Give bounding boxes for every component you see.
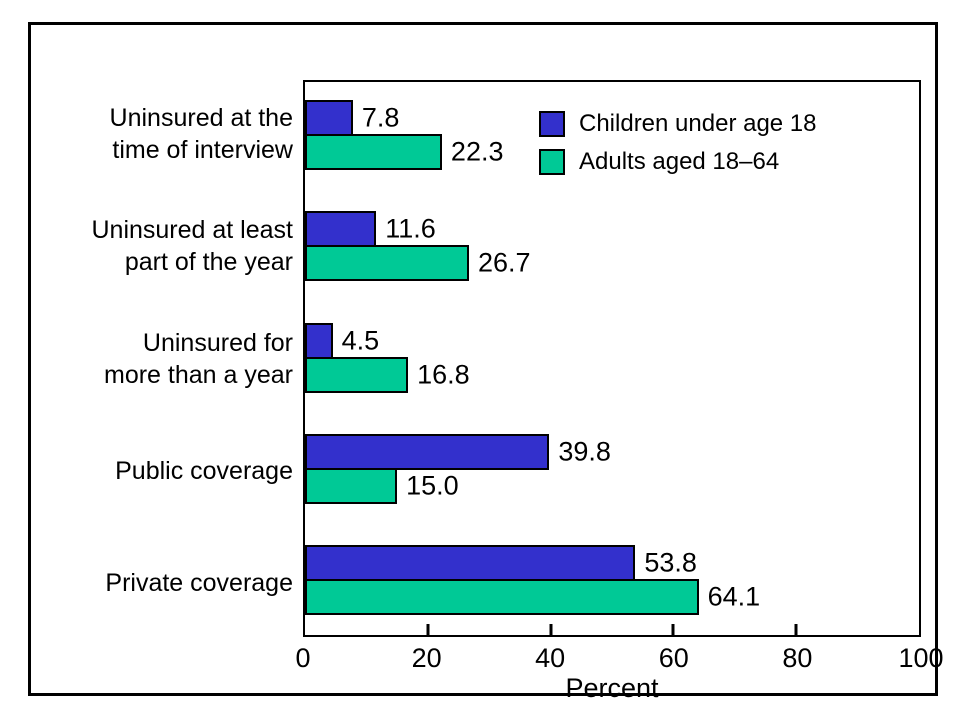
legend-item: Children under age 18 (539, 110, 817, 138)
x-axis-label: Percent (565, 673, 659, 703)
bar-group: 7.8 22.3 (305, 100, 919, 172)
bar (305, 100, 353, 136)
bar-group: 53.8 64.1 (305, 545, 919, 617)
category-label: Public coverage (115, 456, 293, 485)
bar-row: 7.8 (305, 100, 919, 136)
x-axis-tick-label: 0 (295, 643, 311, 673)
bar-group: 11.6 26.7 (305, 211, 919, 283)
x-axis-tick-label: 40 (535, 643, 566, 673)
bar-row: 26.7 (305, 245, 919, 282)
legend-item: Adults aged 18–64 (539, 148, 817, 176)
bar-row: 11.6 (305, 211, 919, 248)
bar-row: 4.5 (305, 322, 919, 359)
bar-group: 4.5 16.8 (305, 322, 919, 395)
bar-value-label: 26.7 (477, 247, 531, 278)
x-axis-tick-labels: 0 20 40 60 80 100 (295, 643, 943, 675)
bar (305, 433, 550, 470)
bar-value-label: 16.8 (417, 359, 470, 389)
bar-row: 64.1 (305, 579, 919, 615)
plot-area: 7.8 22.3 11.6 26.7 4.5 16.8 39.8 15.0 53.8 64.1 C… (303, 80, 921, 637)
x-axis-tick-label: 20 (411, 643, 442, 673)
legend-swatch (539, 149, 565, 175)
x-axis-tick-label: 80 (782, 643, 813, 673)
bar-row: 16.8 (305, 356, 919, 393)
bar-group: 39.8 15.0 (305, 433, 919, 506)
bar (305, 245, 469, 282)
x-axis-tick (549, 624, 553, 635)
bar (305, 322, 333, 359)
bar-value-label: 39.8 (558, 436, 611, 467)
bar-value-label: 7.8 (361, 102, 400, 133)
x-axis-tick (426, 624, 430, 635)
x-axis-tick-label: 100 (898, 643, 944, 673)
bar (305, 134, 442, 170)
category-label: Uninsured for more than a year (104, 328, 293, 389)
bar-value-label: 11.6 (385, 213, 436, 244)
category-label: Private coverage (105, 569, 293, 597)
bar-value-label: 53.8 (644, 547, 697, 578)
x-axis-tick (794, 624, 798, 635)
bar-value-label: 22.3 (450, 136, 504, 167)
bar-row: 22.3 (305, 134, 919, 170)
category-label: Uninsured at least part of the year (91, 216, 293, 277)
bar (305, 545, 636, 581)
x-axis-tick (671, 624, 675, 635)
bar-value-label: 15.0 (406, 470, 459, 501)
figure-frame: Uninsured at the time of interview Uninsur… (28, 22, 944, 703)
bar-groups: 7.8 22.3 11.6 26.7 4.5 16.8 39.8 15.0 53.8 64.1 (305, 82, 919, 635)
bar (305, 579, 699, 615)
bar-row: 53.8 (305, 545, 919, 581)
category-labels: Uninsured at the time of interview Uninsur… (61, 80, 293, 637)
bar-row: 39.8 (305, 433, 919, 470)
x-axis-tick-label: 60 (658, 643, 689, 673)
bar-value-label: 4.5 (341, 325, 380, 355)
bar-row: 15.0 (305, 467, 919, 504)
bar (305, 467, 398, 504)
bar (305, 356, 409, 393)
bar-value-label: 64.1 (707, 581, 761, 612)
legend-label: Adults aged 18–64 (579, 148, 780, 175)
legend-swatch (539, 111, 565, 137)
bar (305, 211, 377, 248)
category-label: Uninsured at the time of interview (109, 104, 293, 164)
legend-label: Children under age 18 (579, 110, 817, 137)
legend: Children under age 18 Adults aged 18–64 (539, 110, 817, 186)
